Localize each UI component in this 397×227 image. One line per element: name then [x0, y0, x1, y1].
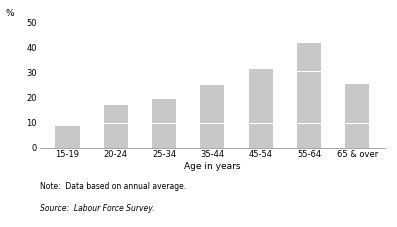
Bar [200, 123, 224, 124]
Bar [56, 126, 79, 148]
Bar [249, 69, 273, 123]
Bar [297, 124, 321, 148]
Bar [297, 71, 321, 72]
Bar [249, 124, 273, 148]
Bar [104, 105, 128, 123]
Bar [104, 123, 128, 124]
Bar [297, 43, 321, 71]
Bar [249, 123, 273, 124]
Bar [345, 124, 369, 148]
Bar [345, 123, 369, 124]
Bar [200, 85, 224, 123]
Bar [200, 124, 224, 148]
Bar [297, 72, 321, 123]
Text: Source:  Labour Force Survey.: Source: Labour Force Survey. [40, 204, 154, 213]
Bar [152, 124, 176, 148]
Bar [104, 124, 128, 148]
Bar [297, 123, 321, 124]
Bar [152, 99, 176, 123]
Bar [345, 84, 369, 123]
X-axis label: Age in years: Age in years [184, 162, 241, 171]
Text: Note:  Data based on annual average.: Note: Data based on annual average. [40, 182, 186, 191]
Text: %: % [5, 9, 14, 18]
Bar [152, 123, 176, 124]
